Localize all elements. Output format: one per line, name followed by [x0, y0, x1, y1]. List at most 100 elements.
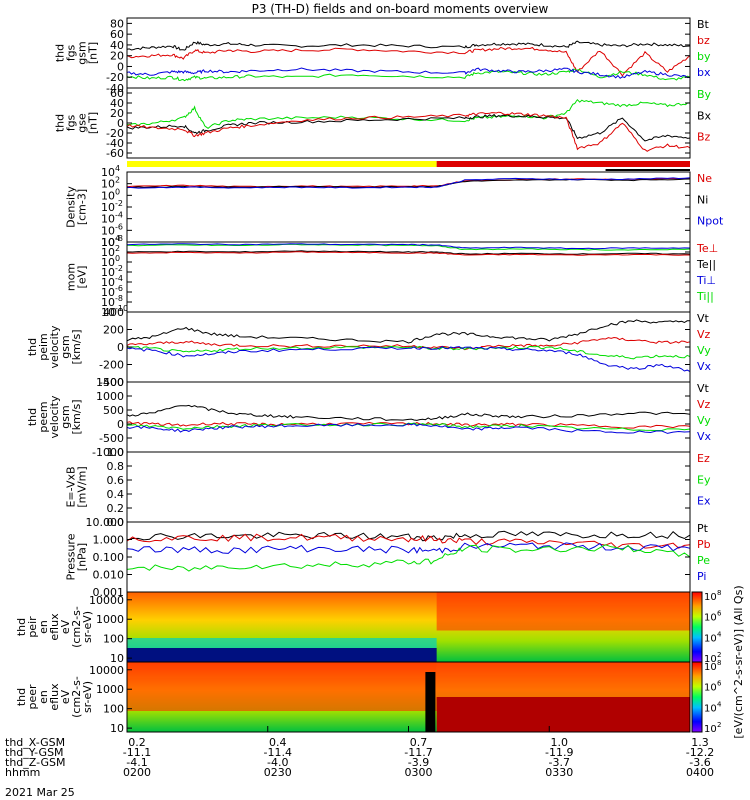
- colorbar-tick-exponent: 2: [717, 651, 721, 659]
- legend-Ez: Ez: [697, 452, 710, 465]
- y-tick-label: -500: [99, 432, 124, 445]
- colorbar-tick-label: 10: [704, 633, 717, 644]
- x-row-label: thd_Z-GSM: [5, 756, 65, 769]
- series-line-Vx: [126, 422, 691, 434]
- x-tick-label: -3.9: [408, 756, 429, 769]
- legend-Te⊥: Te⊥: [696, 242, 718, 255]
- y-axis-label-line: Pressure: [65, 533, 78, 580]
- panel-peir_spectrogram: 10000 1000 100 10 thdpeirenefluxeV(cm2-s-sr-…: [15, 591, 691, 665]
- y-axis-label-line: (cm2-s-: [70, 606, 83, 648]
- y-tick-label: 10: [101, 306, 115, 319]
- y-axis-label-line: fgs: [65, 44, 78, 61]
- x-tick-label: -11.4: [264, 746, 292, 759]
- x-tick-label: 0300: [405, 766, 433, 779]
- x-tick-label: -11.7: [404, 746, 432, 759]
- series-line-Ti⊥: [126, 243, 691, 250]
- x-tick-label: 0230: [264, 766, 292, 779]
- colorbar-tick-exponent: 2: [717, 721, 721, 729]
- legend-By: By: [697, 88, 712, 101]
- y-tick-exponent: 4: [115, 164, 120, 173]
- y-tick-exponent: 2: [115, 176, 120, 185]
- y-axis-label-line: thd: [26, 338, 39, 356]
- y-axis-label: Density[cm-3]: [65, 186, 89, 228]
- y-tick-label: 10: [101, 189, 115, 202]
- x-row-label: thd_Y-GSM: [5, 746, 64, 759]
- series-line-bx: [126, 67, 691, 79]
- legend-Ne: Ne: [697, 172, 712, 185]
- legend-Ex: Ex: [697, 495, 711, 508]
- x-tick-label: -4.0: [267, 756, 288, 769]
- y-tick-label: 1.000: [93, 534, 125, 547]
- series-line-bz: [126, 46, 691, 77]
- y-tick-label: -40: [106, 82, 124, 95]
- y-axis-label-line: [nPa]: [76, 543, 89, 571]
- panel-frame: [126, 451, 691, 523]
- y-tick-label: 10: [101, 276, 115, 289]
- y-tick-label: 100: [103, 703, 124, 716]
- x-tick-label: 0330: [545, 766, 573, 779]
- y-axis-label-line: (cm2-s-: [70, 676, 83, 718]
- legend-Vx: Vx: [697, 430, 712, 443]
- y-tick-label: 10: [101, 256, 115, 269]
- legend-Ti||: Ti||: [696, 290, 714, 303]
- series-line-Pb: [126, 533, 691, 549]
- y-tick-label: 40: [110, 97, 124, 110]
- x-tick-label: -11.1: [123, 746, 151, 759]
- y-tick-exponent: -8: [115, 234, 123, 243]
- colorbar: [691, 661, 703, 733]
- colorbar-tick-label: 10: [704, 662, 717, 673]
- x-row-label: hhmm: [5, 766, 40, 779]
- y-tick-exponent: -4: [115, 211, 123, 220]
- legend-Bx: Bx: [697, 109, 712, 122]
- mode-bar-segment: [436, 161, 690, 167]
- panel-efield: 1.00.80.60.40.20.0 E=-VxB[mV/m] Ez Ey Ex: [65, 446, 711, 529]
- series-line-Te||: [126, 250, 691, 255]
- y-axis-label-line: [km/s]: [70, 399, 83, 434]
- y-axis-label: thdfgsgsm[nT]: [54, 41, 100, 64]
- y-axis-label: thdfgsgse[nT]: [54, 112, 100, 134]
- y-axis-label-line: sr-eV): [81, 611, 94, 643]
- y-tick-label: 400: [103, 306, 124, 319]
- legend-Te||: Te||: [696, 258, 716, 271]
- colorbar-tick-exponent: 4: [717, 630, 722, 638]
- x-tick-label: 0.2: [128, 736, 146, 749]
- colorbars: 10 810 610 410 210 810 610 410 2 [eV/(cm^2-s-sr-e…: [691, 585, 745, 739]
- y-axis-label-line: sr-eV): [81, 681, 94, 713]
- y-axis-label-line: thd: [54, 44, 67, 62]
- y-axis-label: thdpeimvelocitygsm[km/s]: [26, 325, 83, 368]
- y-axis-label-line: [eV]: [76, 266, 89, 289]
- y-axis-label-line: Density: [65, 186, 78, 228]
- y-tick-label: 80: [110, 17, 124, 30]
- y-tick-label: 10: [101, 178, 115, 191]
- y-axis-label-line: peer: [26, 684, 39, 710]
- y-tick-exponent: 2: [115, 244, 120, 253]
- y-tick-label: -20: [106, 71, 124, 84]
- y-tick-label: 0.010: [93, 569, 125, 582]
- spectrogram-patch: [127, 638, 437, 648]
- y-tick-label: 100: [103, 633, 124, 646]
- colorbar-tick-label: 10: [704, 724, 717, 735]
- legend-Ti⊥: Ti⊥: [696, 274, 716, 287]
- y-tick-label: 0: [117, 341, 124, 354]
- legend-Pb: Pb: [697, 538, 711, 551]
- y-axis-label-line: en: [37, 690, 50, 704]
- y-axis-label-line: gsm: [76, 41, 89, 64]
- series-line-Bz: [126, 111, 691, 152]
- y-tick-label: 500: [103, 404, 124, 417]
- panel-frame: [126, 521, 691, 593]
- y-axis-label-line: gsm: [59, 405, 72, 428]
- y-axis-label-line: [mV/m]: [76, 466, 89, 507]
- x-row-label: thd_X-GSM: [5, 736, 65, 749]
- y-tick-label: 10: [101, 166, 115, 179]
- y-tick-label: 0.0: [107, 516, 125, 529]
- legend-Vx: Vx: [697, 360, 712, 373]
- panel-frame: [126, 171, 691, 243]
- y-axis-label-line: eflux: [48, 683, 61, 711]
- x-tick-label: 1.0: [551, 736, 569, 749]
- panel-frame: [126, 381, 691, 453]
- y-tick-exponent: -6: [115, 222, 123, 231]
- y-tick-label: -40: [106, 137, 124, 150]
